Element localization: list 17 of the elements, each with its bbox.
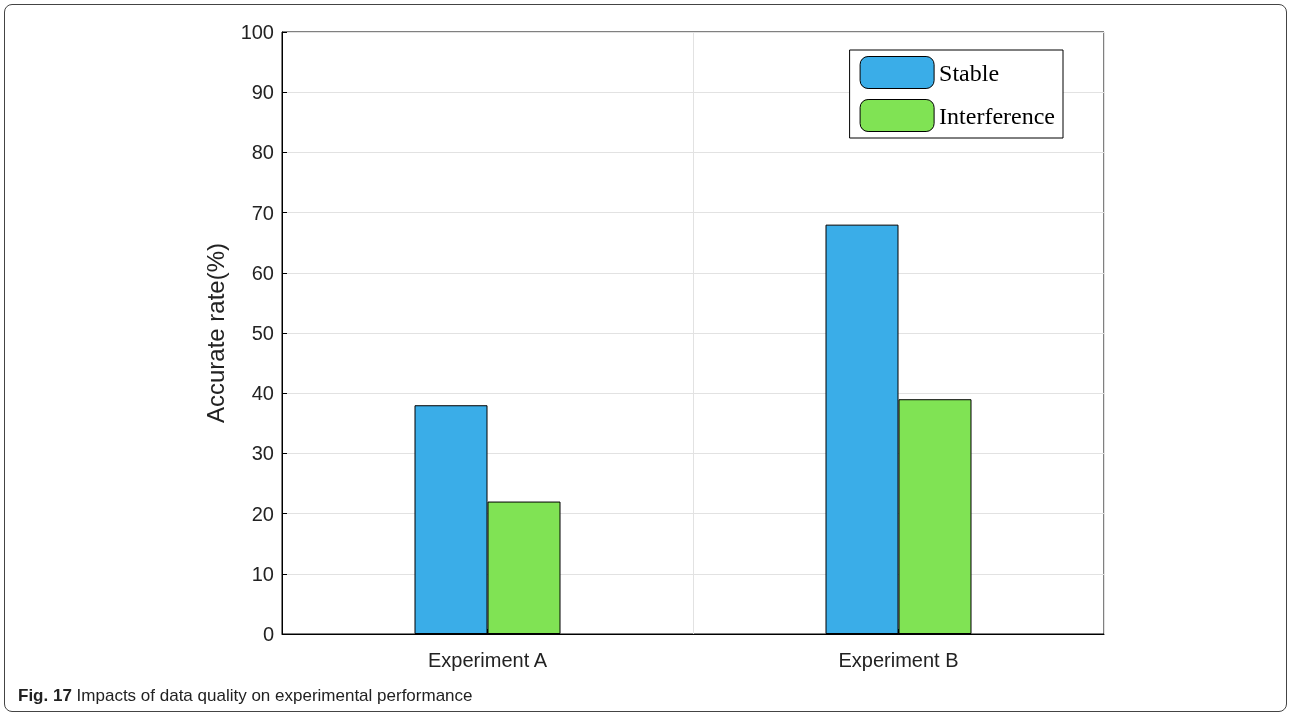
- y-tick-label: 10: [251, 562, 274, 585]
- y-tick-label: 30: [251, 442, 274, 465]
- y-tick-label: 40: [251, 382, 274, 405]
- y-tick-label: 60: [251, 261, 274, 284]
- y-axis-title: Accurate rate(%): [201, 242, 229, 424]
- y-tick-label: 100: [240, 21, 274, 43]
- y-tick-label: 0: [262, 623, 274, 645]
- y-tick-label: 70: [251, 201, 274, 224]
- x-tick-label: Experiment B: [838, 649, 959, 671]
- y-tick-label: 50: [251, 322, 274, 344]
- x-tick-label: Experiment A: [428, 649, 548, 671]
- legend-label: Stable: [939, 59, 1000, 86]
- caption: Fig. 17 Impacts of data quality on experimental performance: [18, 686, 473, 706]
- y-tick-label: 80: [251, 141, 274, 164]
- legend-label: Interference: [939, 102, 1056, 129]
- y-tick-label: 20: [251, 502, 274, 525]
- y-tick-label: 90: [251, 81, 274, 104]
